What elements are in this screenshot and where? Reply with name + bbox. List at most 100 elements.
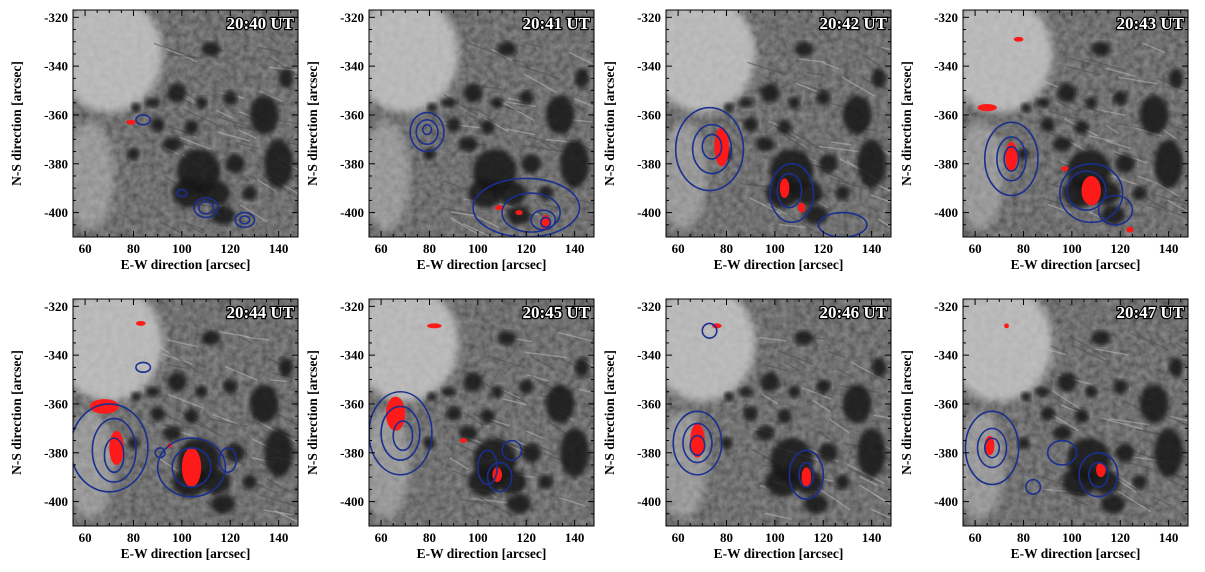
fibril-streak	[505, 101, 537, 108]
hxr-contour	[239, 215, 251, 225]
fibril-streak	[1150, 201, 1188, 219]
sunspot-umbra	[835, 185, 850, 201]
hxr-contour	[817, 211, 868, 237]
sunspot-umbra	[521, 443, 541, 463]
sunspot-umbra	[1057, 83, 1077, 103]
hxr-contour	[193, 197, 219, 219]
fibril-streak	[1136, 333, 1170, 351]
emission-kernel	[427, 323, 442, 329]
fibril-streak	[270, 379, 287, 383]
hxr-contour	[409, 111, 445, 153]
fibril-streak	[1070, 496, 1089, 507]
hxr-contour	[674, 106, 745, 192]
hxr-contour	[1025, 478, 1042, 496]
fibril-streak	[873, 414, 891, 420]
fibril-streak	[476, 215, 499, 228]
quiet-sun-region	[369, 411, 411, 519]
fibril-streak	[747, 61, 787, 76]
sunspot-umbra	[842, 95, 872, 135]
emission-kernel	[515, 210, 523, 216]
plot-frame	[962, 298, 1189, 527]
fibril-streak	[1065, 65, 1102, 76]
y-tick-label: -340	[934, 59, 958, 74]
x-tick-label: 80	[720, 530, 733, 545]
quiet-sun-region	[369, 10, 459, 113]
fibril-streak	[463, 411, 484, 426]
y-axis-title: N-S direction [arcsec]	[9, 350, 24, 475]
sunspot-umbra	[1115, 154, 1135, 174]
plot-frame	[665, 298, 892, 527]
sunspot-umbra	[131, 102, 141, 113]
x-tick-label: 80	[720, 241, 733, 256]
quiet-sun-region	[73, 122, 115, 230]
sunspot-umbra	[574, 357, 590, 378]
emission-kernel	[181, 447, 202, 487]
sunspot-umbra	[1052, 136, 1072, 152]
sunspot-umbra	[195, 96, 208, 109]
y-axis-title: N-S direction [arcsec]	[899, 350, 914, 475]
time-label: 20:44 UT	[226, 303, 294, 322]
fibril-streak	[836, 368, 854, 378]
fibril-streak	[266, 478, 290, 493]
fibril-streak	[1050, 413, 1079, 432]
sunspot-umbra	[519, 90, 534, 106]
y-tick-label: -360	[637, 396, 661, 411]
fibril-streak	[1168, 479, 1188, 490]
sunspot-umbra	[788, 385, 801, 398]
y-tick-label: -320	[44, 299, 68, 314]
quiet-sun-region	[666, 299, 756, 402]
fibril-streak	[274, 508, 293, 515]
fibril-streak	[168, 393, 205, 410]
fibril-streak	[764, 76, 779, 87]
sunspot-umbra	[1021, 391, 1031, 402]
sunspot-umbra	[871, 357, 887, 378]
y-tick-label: -360	[934, 107, 958, 122]
hxr-contour	[1097, 194, 1134, 226]
fibril-streak	[466, 41, 496, 54]
panel-3: 60 80 100 120 140 -320 -340 -360 -380 -400 E-W dir…	[602, 9, 892, 272]
sunspot-umbra	[803, 205, 829, 225]
fibril-streak	[790, 130, 828, 153]
panel-5: 60 80 100 120 140 -320 -340 -360 -380 -400 E-W dir…	[9, 298, 299, 561]
y-tick-label: -400	[637, 494, 661, 509]
fibril-streak	[1160, 412, 1188, 427]
y-tick-label: -360	[340, 396, 364, 411]
emission-kernel	[109, 430, 124, 465]
sunspot-umbra	[506, 494, 532, 514]
sunspot-umbra	[738, 386, 754, 397]
fibril-streak	[1082, 104, 1107, 116]
y-tick-label: -380	[934, 445, 958, 460]
x-tick-label: 60	[79, 530, 92, 545]
time-label: 20:45 UT	[522, 303, 590, 322]
emission-kernel	[977, 103, 997, 112]
sunspot-umbra	[1168, 68, 1184, 89]
fibril-streak	[525, 351, 568, 359]
fibril-streak	[1105, 139, 1132, 150]
fibril-streak	[1048, 110, 1076, 120]
fibril-streak	[1054, 421, 1076, 432]
sunspot-umbra	[724, 102, 734, 113]
sunspot-umbra	[788, 96, 801, 109]
fibril-streak	[478, 496, 511, 516]
sunspot-umbra	[1091, 330, 1111, 346]
fibril-streak	[795, 82, 818, 93]
fibril-streak	[1166, 415, 1188, 422]
fibril-streak	[828, 418, 850, 434]
panel-7: 60 80 100 120 140 -320 -340 -360 -380 -400 E-W dir…	[602, 298, 892, 561]
sunspot-umbra	[1132, 185, 1147, 201]
fibril-streak	[818, 145, 860, 153]
fibril-streak	[1047, 348, 1066, 356]
fibril-streak	[1068, 57, 1090, 65]
emission-kernel	[1013, 36, 1024, 42]
solar-image	[73, 10, 298, 237]
fibril-streak	[1148, 204, 1169, 213]
fibril-streak	[873, 493, 891, 506]
sunspot-umbra	[794, 41, 814, 57]
y-tick-label: -380	[637, 156, 661, 171]
hxr-contour	[103, 437, 125, 474]
sunspot-umbra	[127, 436, 140, 450]
x-axis-title: E-W direction [arcsec]	[1011, 546, 1141, 561]
emission-kernel	[126, 119, 136, 125]
y-axis-title: N-S direction [arcsec]	[305, 61, 320, 186]
fibril-streak	[165, 47, 198, 63]
